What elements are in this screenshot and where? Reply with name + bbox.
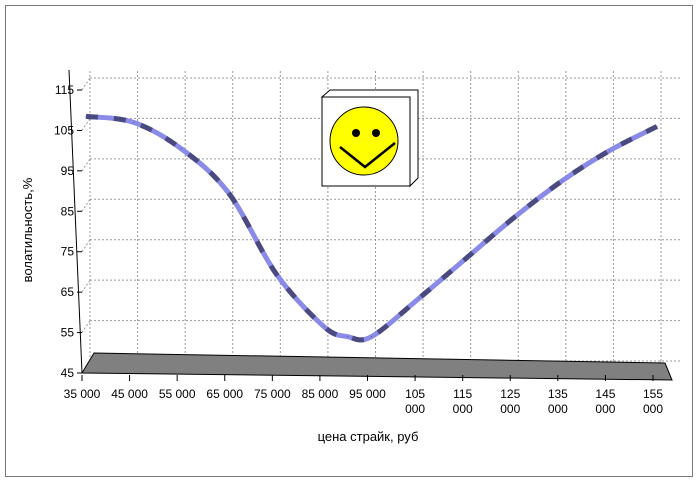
x-tick-label-line: 000 bbox=[643, 402, 663, 416]
chart-frame bbox=[5, 5, 693, 477]
axes bbox=[68, 69, 654, 381]
data-point bbox=[466, 257, 468, 259]
x-tick-label: 125 000 bbox=[500, 387, 520, 416]
y-tick-label: 55 bbox=[61, 326, 75, 340]
grid-line-y-diag bbox=[81, 118, 91, 131]
grid-line-y-diag bbox=[81, 158, 91, 172]
x-tick-label: 145 000 bbox=[595, 387, 615, 416]
grid-line-y-diag bbox=[81, 239, 91, 252]
x-tick-label-line: 105 bbox=[405, 387, 425, 401]
data-point bbox=[133, 121, 135, 123]
data-point bbox=[85, 115, 87, 117]
x-tick-label-line: 000 bbox=[405, 402, 425, 416]
x-tick-label: 155 000 bbox=[643, 387, 663, 416]
series-line-dashes bbox=[85, 113, 659, 343]
x-tick-label-line: 65 000 bbox=[206, 387, 243, 401]
data-point bbox=[275, 273, 277, 275]
y-tick-label: 45 bbox=[61, 366, 75, 380]
y-tick-label: 85 bbox=[61, 204, 75, 218]
x-tick-label: 35 000 bbox=[64, 387, 101, 401]
x-tick-label-line: 85 000 bbox=[302, 387, 339, 401]
data-point bbox=[371, 336, 372, 338]
grid-line-y-diag bbox=[81, 77, 91, 91]
x-tick-label-line: 35 000 bbox=[64, 387, 101, 401]
x-tick-label: 75 000 bbox=[254, 387, 291, 401]
series-volatility bbox=[85, 113, 659, 343]
x-axis-label: цена страйк, руб bbox=[318, 429, 419, 444]
y-tick-label: 65 bbox=[61, 285, 75, 299]
data-point bbox=[347, 336, 349, 338]
x-tick-label: 85 000 bbox=[302, 387, 339, 401]
data-point bbox=[228, 192, 230, 194]
y-axis-label: волатильность,% bbox=[20, 177, 35, 282]
y-tick-label: 105 bbox=[54, 123, 74, 137]
y-axis-line bbox=[68, 69, 83, 374]
data-point bbox=[513, 216, 515, 218]
x-tick-label-line: 115 bbox=[453, 387, 472, 401]
x-tick-label-line: 155 bbox=[643, 387, 663, 401]
x-tick-label-line: 125 bbox=[500, 387, 520, 401]
smiley-face-icon bbox=[329, 106, 399, 176]
x-tick-label: 135 000 bbox=[548, 387, 568, 416]
x-tick-label-line: 135 bbox=[548, 387, 568, 401]
grid-line-y-diag bbox=[81, 320, 91, 333]
x-tick-label: 55 000 bbox=[159, 387, 196, 401]
x-tick-label: 105 000 bbox=[405, 387, 425, 416]
x-tick-label-line: 000 bbox=[595, 402, 615, 416]
smiley-face-emblem bbox=[320, 89, 419, 188]
grid-line-y-diag bbox=[81, 279, 91, 293]
x-tick-label-line: 000 bbox=[548, 402, 568, 416]
x-tick-label-line: 95 000 bbox=[349, 387, 386, 401]
x-tick-label-line: 145 bbox=[595, 387, 615, 401]
x-tick-label: 115 000 bbox=[453, 387, 473, 416]
data-point bbox=[561, 180, 563, 182]
data-point bbox=[656, 125, 658, 127]
data-point bbox=[608, 150, 610, 152]
x-tick-label-line: 000 bbox=[453, 402, 473, 416]
grid-line-y-diag bbox=[81, 199, 91, 212]
tick-labels: 35 000 45 000 55 000 65 000 75 000 85 000 95 0… bbox=[54, 83, 663, 416]
x-tick-label-line: 55 000 bbox=[159, 387, 196, 401]
x-tick-label: 65 000 bbox=[206, 387, 243, 401]
x-tick-label-line: 45 000 bbox=[111, 387, 148, 401]
chart-floor bbox=[81, 352, 673, 381]
x-tick-label-line: 75 000 bbox=[254, 387, 291, 401]
data-point bbox=[323, 326, 325, 328]
y-tick-label: 95 bbox=[61, 164, 75, 178]
data-point bbox=[418, 297, 420, 299]
x-tick-label-line: 000 bbox=[500, 402, 520, 416]
x-tick-label: 95 000 bbox=[349, 387, 386, 401]
x-tick-label: 45 000 bbox=[111, 387, 148, 401]
y-tick-label: 75 bbox=[61, 245, 75, 259]
data-point bbox=[180, 148, 182, 150]
y-tick-label: 115 bbox=[55, 83, 74, 97]
